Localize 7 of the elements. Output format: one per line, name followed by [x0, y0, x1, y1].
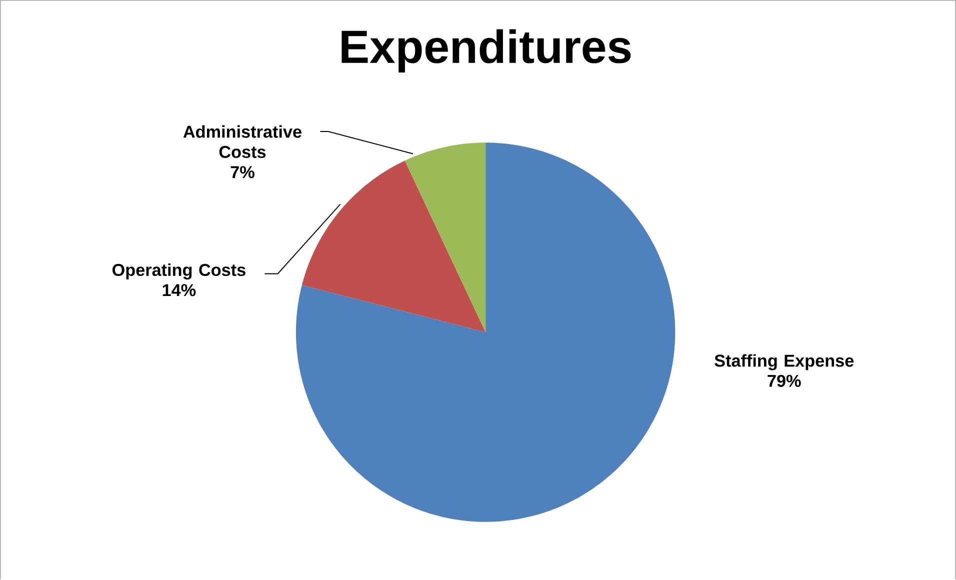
- data-label: 14%: [162, 284, 196, 296]
- chart-title: Expenditures: [342, 29, 631, 73]
- slice-label: Operating Costs: [112, 264, 246, 280]
- slice-label: Staffing Expense: [714, 354, 854, 370]
- data-label: 7%: [230, 166, 254, 178]
- data-label: 79%: [768, 374, 801, 388]
- slice-label: Administrative Costs: [183, 125, 302, 158]
